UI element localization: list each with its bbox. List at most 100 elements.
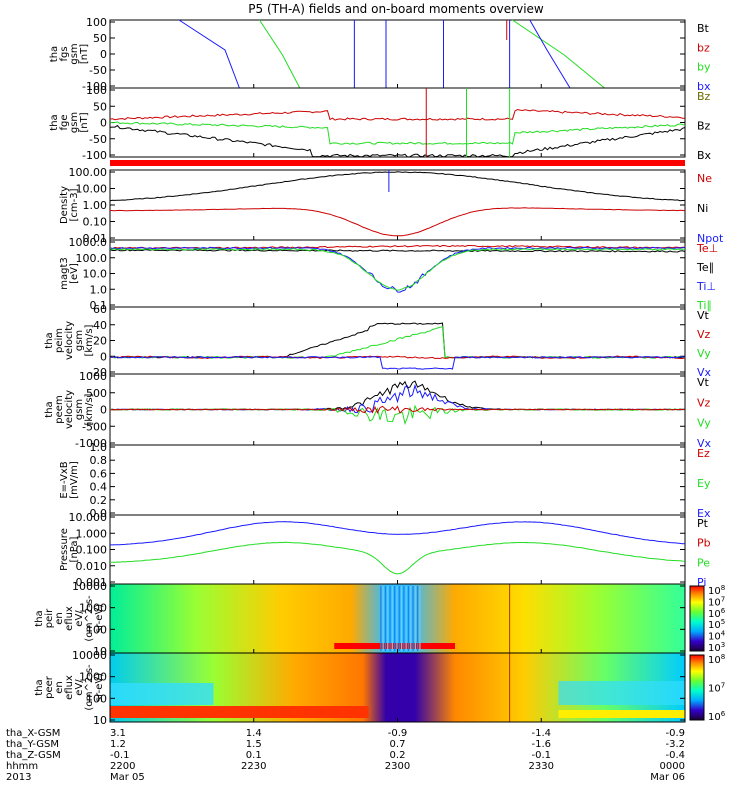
x-axis-row-label: tha_X-GSM (6, 728, 60, 739)
y-tick-label: 100.00 (69, 166, 108, 179)
y-axis-label: peim (54, 328, 65, 353)
line-vx (109, 356, 685, 370)
y-axis-label: tha (49, 114, 60, 130)
y-tick-label: 1.000 (76, 527, 108, 540)
spectrogram-stripe (394, 586, 396, 651)
spectrogram-stripe (405, 586, 407, 651)
y-tick-label: 0.6 (90, 467, 108, 480)
y-axis-label: gsm (69, 112, 80, 133)
y-axis-label: E=-VxB (59, 461, 70, 498)
x-axis-value: -1.4 (531, 728, 551, 739)
y-tick-label: 10000 (72, 649, 107, 662)
y-axis-label: tha (34, 679, 45, 695)
legend-entry: Bz (697, 120, 711, 133)
x-axis-row-label: hhmm (6, 761, 38, 772)
y-axis-label: Pressure (59, 528, 70, 571)
spectrogram-stripe (398, 586, 400, 651)
x-axis-value: 2230 (241, 761, 266, 772)
y-tick-label: 10.000 (69, 511, 108, 524)
legend-entry: bz (697, 41, 710, 54)
y-axis-label: [nT] (79, 44, 90, 64)
line-bx (178, 19, 240, 89)
legend-entry: by (697, 61, 711, 74)
legend-entry: Ez (697, 447, 710, 460)
panel-peem: 1000 500 0 -500 -1000 tha peem velocity gsm [km/s… (44, 370, 712, 450)
legend-entry: Vz (697, 328, 711, 341)
spectrogram-yellow-band (558, 710, 685, 718)
panel-efield: 1.00.80.60.40.20.0 E=-VxB [mV/m] Ez Ey Ex (59, 441, 711, 520)
colorbar (689, 585, 705, 652)
legend-entry: Vy (697, 347, 711, 360)
legend-entry: Ex (697, 507, 711, 520)
legend-entry: Pi (697, 576, 706, 589)
y-tick-label: 0 (100, 404, 107, 417)
legend-entry: Ti⊥ (696, 280, 716, 293)
figure-title: P5 (TH-A) fields and on-board moments ov… (248, 2, 544, 16)
line-te-par (109, 248, 686, 253)
panel-frame (109, 19, 686, 89)
x-axis-value: -0.9 (388, 728, 408, 739)
line-ti-perp (109, 246, 686, 293)
line-ti-par (109, 248, 686, 291)
spectrogram-stripe (384, 586, 387, 651)
y-tick-label: 0.100 (76, 544, 108, 557)
x-axis-value: 3.1 (110, 728, 126, 739)
y-tick-label: 0.10 (83, 216, 108, 229)
y-tick-label: 1.0 (90, 283, 108, 296)
y-axis-label: velocity (64, 390, 75, 429)
y-tick-label: 10.00 (76, 183, 108, 196)
line-by (109, 121, 686, 145)
panel-peer: 10000 1000 100 10 tha peer en eflux eV/(cm^2-s-s… (34, 649, 726, 727)
y-tick-label: 100.0 (76, 252, 108, 265)
y-axis-label: tha (49, 46, 60, 62)
x-axis-value: 2300 (385, 761, 410, 772)
spectrogram-stripe (417, 586, 419, 651)
x-axis-value: Mar 05 (110, 772, 145, 783)
y-axis-label: velocity (64, 321, 75, 360)
y-tick-label: 60 (93, 303, 107, 316)
y-axis-label: tha (44, 332, 55, 348)
y-tick-label: 100 (86, 84, 107, 97)
y-axis-label: en (54, 612, 65, 625)
spectrogram-cyan-patch (558, 681, 685, 705)
y-axis-label: Density (59, 186, 70, 224)
y-tick-label: 50 (93, 100, 107, 113)
line-bx (109, 124, 686, 158)
y-axis-label: peem (54, 395, 65, 423)
line-ne (109, 207, 686, 237)
y-tick-label: 1000 (79, 370, 107, 383)
line-pe (109, 541, 686, 575)
colorbar (689, 654, 705, 721)
panel-fge: 100 50 0 -50 -100 tha fge gsm [nT] Bz Bz Bx (49, 84, 712, 166)
legend-entry: Bt (697, 22, 710, 35)
y-axis-label: gsm (69, 43, 80, 64)
y-tick-label: -50 (89, 64, 107, 77)
legend-entry: Bz (697, 90, 711, 103)
legend-entry: Ni (697, 202, 708, 215)
colorbar-label: 106 (708, 710, 726, 723)
spectrogram-stripe (403, 586, 405, 651)
legend-entry: Pb (697, 537, 711, 550)
x-axis-value: -0.1 (531, 750, 551, 761)
y-tick-label: -1000 (75, 437, 107, 450)
y-tick-label: 100 (86, 623, 107, 636)
y-tick-label: -100 (82, 149, 107, 162)
legend-entry: Te∥ (696, 261, 714, 274)
y-axis-label: eflux (64, 675, 75, 700)
legend-entry: bx (697, 80, 711, 93)
x-axis-value: -1.6 (531, 739, 551, 750)
y-axis-label: (cm^2-s- (84, 664, 95, 711)
y-tick-label: 10.0 (83, 268, 108, 281)
x-axis-value: -0.4 (665, 750, 685, 761)
legend-entry: Vy (697, 417, 711, 430)
y-tick-label: 40 (93, 319, 107, 332)
y-tick-label: 0.0 (90, 507, 108, 520)
x-axis-value: Mar 06 (650, 772, 685, 783)
x-axis-value: 0.7 (390, 739, 406, 750)
x-axis-value: -3.2 (665, 739, 685, 750)
panel-pressure: 10.000 1.000 0.100 0.010 0.001 Pressure [nPa] P… (59, 511, 711, 589)
spectrogram-stripe (387, 586, 389, 651)
y-tick-label: 20 (93, 335, 107, 348)
y-tick-label: 0.2 (90, 494, 108, 507)
y-axis-label: [cm-3] (69, 188, 80, 221)
